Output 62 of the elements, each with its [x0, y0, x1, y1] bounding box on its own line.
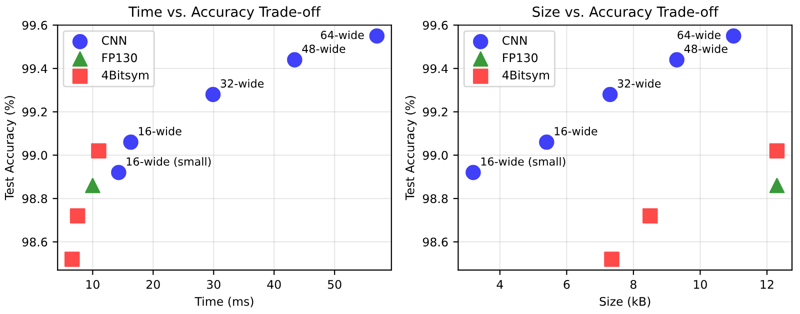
y-tick-label: 98.8 [422, 194, 448, 204]
point [111, 164, 126, 180]
point [91, 143, 106, 158]
x-tick-label: 10 [86, 280, 100, 289]
x-tick-label: 12 [760, 280, 774, 289]
x-axis-title: Time (ms) [194, 296, 254, 308]
y-tick-label: 99.0 [22, 150, 48, 160]
point [602, 86, 618, 102]
x-tick-label: 4 [496, 280, 504, 289]
annotation: 64-wide [320, 30, 364, 40]
legend-label: 4Bitsym [102, 70, 148, 82]
annotation: 16-wide [138, 126, 182, 136]
point [604, 252, 620, 267]
x-tick-label: 50 [328, 280, 342, 289]
point [85, 178, 100, 194]
point [642, 208, 658, 224]
y-tick-label: 98.6 [422, 238, 448, 247]
annotation: 16-wide (small) [481, 157, 566, 168]
annotation: 48-wide [302, 44, 346, 54]
point [726, 28, 742, 44]
annotation: 16-wide (small) [126, 157, 211, 168]
y-axis-title: Test Accuracy (%) [4, 96, 16, 200]
point [287, 52, 302, 68]
x-tick-label: 20 [146, 280, 160, 289]
y-axis-title: Test Accuracy (%) [405, 96, 417, 200]
x-tick-label: 40 [267, 280, 281, 289]
annotation: 32-wide [618, 79, 661, 88]
y-tick-label: 98.6 [22, 238, 48, 247]
x-tick-label: 30 [207, 280, 220, 289]
x-tick-label: 10 [694, 280, 707, 289]
legend-label: FP130 [503, 53, 538, 62]
x-tick-label: 8 [630, 280, 636, 289]
y-tick-label: 99.6 [422, 20, 448, 30]
y-tick-label: 99.0 [422, 150, 448, 160]
y-tick-label: 99.4 [422, 64, 448, 74]
point [64, 252, 80, 267]
annotation: 32-wide [220, 79, 264, 88]
point [70, 208, 86, 224]
y-tick-label: 99.2 [22, 108, 47, 116]
point [769, 143, 785, 158]
annotation: 16-wide [554, 126, 598, 136]
x-tick-label: 6 [564, 280, 570, 289]
annotation: 48-wide [684, 44, 728, 54]
x-axis-title: Size (kB) [600, 296, 650, 308]
legend-label: CNN [102, 36, 126, 45]
legend-label: CNN [502, 36, 527, 45]
point [369, 28, 385, 44]
chart-title: Time vs. Accuracy Trade-off [128, 6, 321, 20]
legend-label: FP130 [102, 53, 137, 62]
y-tick-label: 99.6 [22, 20, 48, 30]
y-tick-label: 99.2 [422, 108, 448, 116]
point [769, 178, 785, 194]
point [669, 52, 684, 68]
chart-title: Size vs. Accuracy Trade-off [532, 6, 719, 20]
point [539, 134, 554, 150]
y-tick-label: 99.4 [22, 64, 48, 74]
point [466, 164, 481, 180]
y-tick-label: 98.8 [22, 194, 48, 204]
point [205, 86, 221, 102]
annotation: 64-wide [678, 30, 720, 40]
point [123, 134, 138, 150]
legend-label: 4Bitsym [502, 70, 550, 82]
